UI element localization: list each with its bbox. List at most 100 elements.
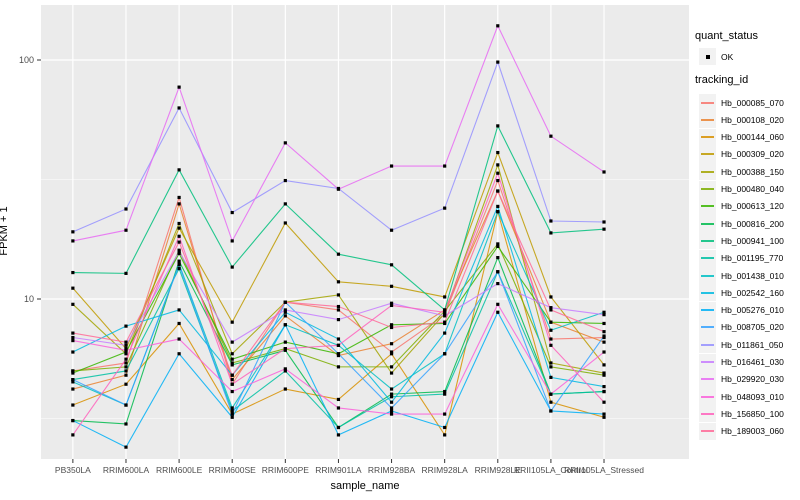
data-point	[71, 403, 75, 407]
legend-key	[699, 145, 716, 163]
data-point	[443, 331, 447, 335]
data-point	[124, 324, 128, 328]
data-point	[496, 178, 500, 183]
legend-label: Hb_000309_020	[721, 149, 784, 160]
data-point	[602, 363, 606, 367]
legend-item: Hb_005276_010	[699, 301, 784, 319]
data-point	[602, 350, 606, 354]
data-point	[124, 382, 128, 386]
x-tick-label: RRIM600PE	[261, 465, 309, 475]
data-point	[336, 304, 341, 309]
legend-key-line	[701, 136, 714, 139]
data-point	[443, 352, 447, 356]
data-point	[177, 234, 181, 238]
legend-key-line	[701, 412, 714, 415]
x-tick-label: RRIM928LA	[421, 465, 468, 475]
legend-item: Hb_001438_010	[699, 267, 784, 284]
data-point	[71, 302, 75, 306]
data-point	[124, 228, 128, 232]
data-point	[283, 367, 287, 371]
data-point	[496, 242, 500, 246]
data-point	[230, 389, 234, 394]
data-point	[496, 281, 500, 286]
data-point	[443, 164, 447, 168]
data-point	[283, 202, 287, 206]
data-point	[336, 252, 341, 256]
data-point	[443, 310, 447, 314]
data-point	[71, 270, 75, 275]
legend-key	[699, 353, 716, 371]
legend-key	[699, 318, 716, 336]
data-point	[336, 425, 341, 430]
data-point	[230, 352, 234, 356]
x-tick-label: RRIM600LA	[102, 465, 150, 475]
data-point	[177, 263, 181, 267]
legend-key	[699, 128, 716, 146]
legend-item: Hb_048093_010	[699, 388, 784, 406]
data-point	[549, 337, 553, 341]
data-point	[602, 415, 606, 419]
legend-key-line	[701, 274, 714, 277]
legend-key	[699, 163, 716, 181]
data-point	[177, 221, 181, 226]
legend-title-tracking-id: tracking_id	[695, 74, 749, 86]
legend-item: Hb_189003_060	[699, 422, 784, 440]
data-point	[389, 409, 394, 413]
data-point	[230, 357, 234, 361]
legend-item: Hb_029920_030	[699, 370, 784, 388]
x-tick-label: RRIM928LE	[474, 465, 521, 475]
legend-key-line	[701, 291, 714, 294]
data-point	[443, 392, 447, 396]
legend-key-line	[701, 257, 714, 260]
data-point	[389, 392, 394, 396]
data-point	[602, 412, 606, 416]
x-tick-label: RRII105LA_Control	[514, 465, 588, 475]
data-point	[177, 106, 181, 110]
point-icon	[705, 54, 710, 59]
data-point	[496, 189, 500, 193]
legend-key-line	[701, 326, 714, 329]
data-point	[177, 308, 181, 312]
data-point	[283, 141, 287, 145]
data-point	[124, 271, 128, 275]
data-point	[602, 389, 606, 394]
legend-key	[699, 284, 716, 302]
legend-label: Hb_048093_010	[721, 391, 784, 402]
data-point	[602, 170, 606, 174]
legend-item: Hb_000144_060	[699, 128, 784, 146]
y-tick-label: 100	[18, 55, 34, 65]
data-point	[230, 340, 234, 344]
data-point	[177, 337, 181, 341]
data-point	[389, 350, 394, 354]
legend-key	[699, 370, 716, 388]
data-point	[71, 418, 75, 423]
data-point	[389, 323, 394, 327]
data-point	[336, 280, 341, 284]
legend-label: Hb_000388_150	[721, 166, 784, 177]
data-point	[389, 371, 394, 375]
data-point	[443, 433, 447, 437]
legend-label: Hb_002542_160	[721, 287, 784, 298]
data-point	[230, 363, 234, 367]
data-point	[602, 385, 606, 389]
data-point	[549, 409, 553, 413]
data-point	[443, 314, 447, 318]
data-point	[602, 220, 606, 224]
data-point	[71, 371, 75, 375]
legend-item: Hb_001195_770	[699, 249, 783, 267]
legend-key-line	[701, 205, 714, 208]
legend-item: Hb_000388_150	[699, 163, 784, 181]
data-point	[496, 270, 500, 274]
data-point	[389, 387, 394, 391]
data-point	[283, 221, 287, 225]
data-point	[443, 320, 447, 324]
legend-label: Hb_156850_100	[721, 408, 784, 419]
legend-label: Hb_005276_010	[721, 305, 784, 316]
data-point	[389, 325, 394, 330]
data-point	[602, 340, 606, 344]
data-point	[602, 334, 606, 338]
legend-key-line	[701, 153, 714, 156]
data-point	[124, 350, 128, 354]
legend-key-line	[701, 361, 714, 363]
